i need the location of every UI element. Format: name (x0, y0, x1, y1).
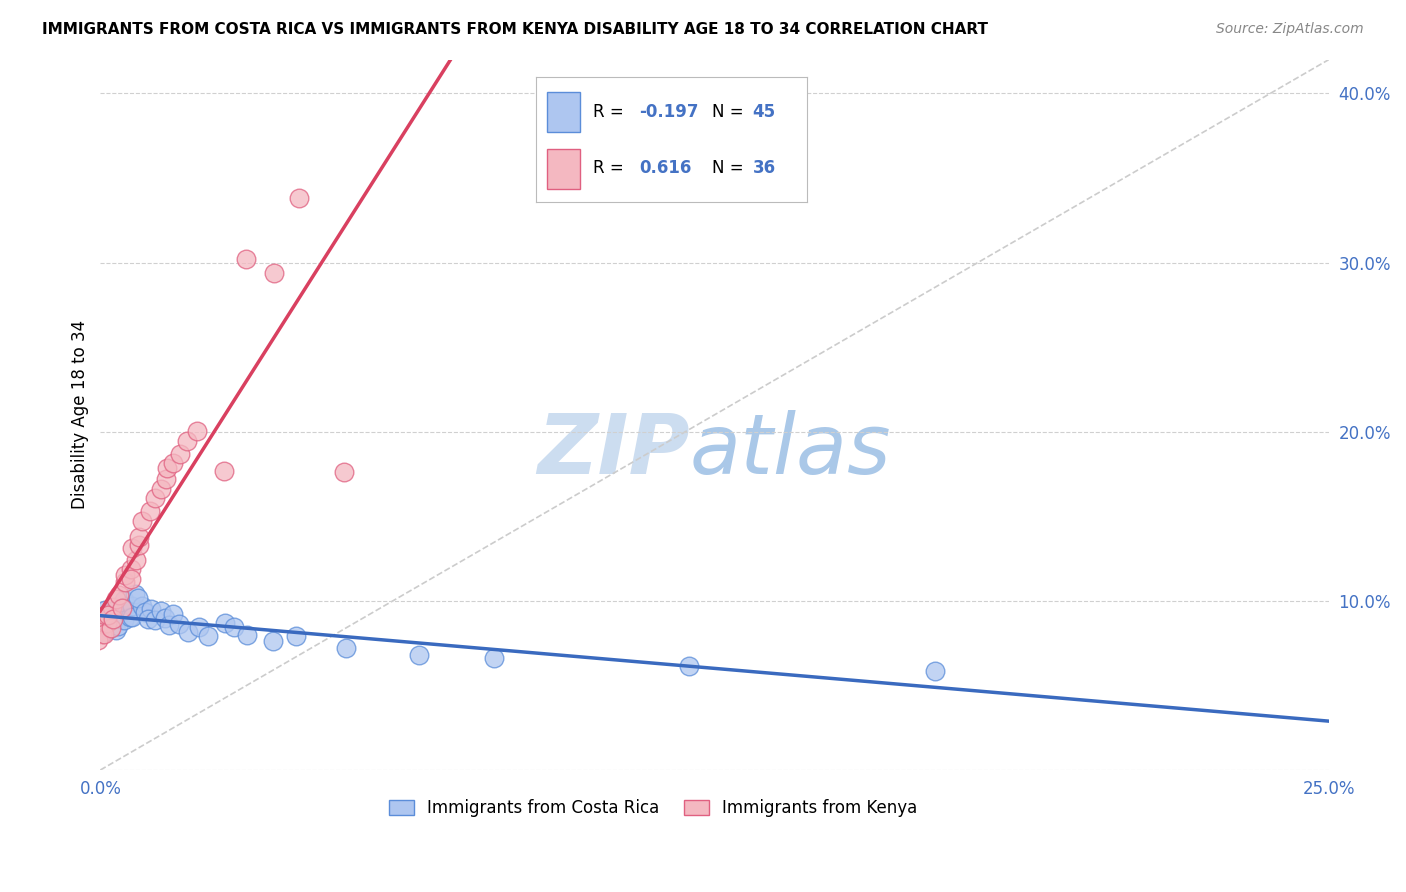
Point (108, 588, 131, 602)
Point (284, 629, 307, 643)
Point (169, 448, 191, 462)
Point (90, 627, 112, 641)
Point (157, 617, 180, 632)
Point (484, 651, 506, 665)
Point (91, 617, 114, 632)
Point (136, 612, 159, 626)
Y-axis label: Disability Age 18 to 34: Disability Age 18 to 34 (72, 320, 89, 509)
Text: atlas: atlas (690, 409, 891, 491)
Point (108, 609, 131, 624)
Point (87, 617, 110, 632)
Point (224, 620, 246, 634)
Point (112, 592, 135, 607)
Point (186, 424, 208, 438)
Point (120, 572, 142, 586)
Point (114, 568, 136, 582)
Point (236, 628, 259, 642)
Point (262, 634, 284, 648)
Point (128, 538, 150, 552)
Point (115, 599, 138, 614)
Point (141, 602, 163, 616)
Point (124, 587, 146, 601)
Point (143, 491, 166, 506)
Point (87, 632, 110, 647)
Point (125, 553, 148, 567)
Point (153, 611, 176, 625)
Point (287, 191, 309, 205)
Point (212, 464, 235, 478)
Point (167, 616, 190, 631)
Point (121, 610, 143, 624)
Point (149, 604, 172, 618)
Point (149, 482, 172, 496)
Point (263, 266, 285, 280)
Point (94, 603, 117, 617)
Point (97, 606, 120, 620)
Point (162, 456, 184, 470)
Point (120, 562, 142, 576)
Legend: Immigrants from Costa Rica, Immigrants from Kenya: Immigrants from Costa Rica, Immigrants f… (380, 791, 927, 826)
Point (118, 610, 141, 624)
Point (214, 616, 236, 631)
Point (138, 504, 160, 518)
Point (101, 612, 124, 626)
Text: ZIP: ZIP (537, 409, 690, 491)
Point (162, 607, 184, 622)
Point (197, 629, 219, 643)
Point (104, 623, 127, 637)
Point (94, 608, 117, 623)
Point (114, 574, 136, 589)
Point (156, 460, 179, 475)
Point (121, 541, 143, 555)
Text: Source: ZipAtlas.com: Source: ZipAtlas.com (1216, 22, 1364, 37)
Point (105, 610, 128, 624)
Point (143, 613, 166, 627)
Point (100, 621, 122, 635)
Point (90, 611, 112, 625)
Point (93, 626, 115, 640)
Point (107, 619, 129, 633)
Point (110, 601, 132, 615)
Point (89, 624, 111, 639)
Point (924, 664, 946, 678)
Point (97, 613, 120, 627)
Point (177, 625, 200, 640)
Point (96, 616, 118, 631)
Point (121, 599, 143, 613)
Point (678, 659, 700, 673)
Point (94, 624, 117, 639)
Point (97, 607, 120, 622)
Point (131, 599, 153, 614)
Point (235, 252, 257, 267)
Point (100, 599, 122, 614)
Point (332, 465, 354, 479)
Point (335, 641, 357, 656)
Point (134, 605, 156, 619)
Point (176, 434, 198, 449)
Point (128, 529, 150, 543)
Point (104, 592, 127, 607)
Point (104, 603, 127, 617)
Point (408, 648, 430, 663)
Point (155, 472, 177, 486)
Point (131, 514, 153, 528)
Point (112, 613, 135, 627)
Point (187, 620, 209, 634)
Point (127, 591, 149, 605)
Text: IMMIGRANTS FROM COSTA RICA VS IMMIGRANTS FROM KENYA DISABILITY AGE 18 TO 34 CORR: IMMIGRANTS FROM COSTA RICA VS IMMIGRANTS… (42, 22, 988, 37)
Point (98, 623, 121, 637)
Point (96, 615, 118, 630)
